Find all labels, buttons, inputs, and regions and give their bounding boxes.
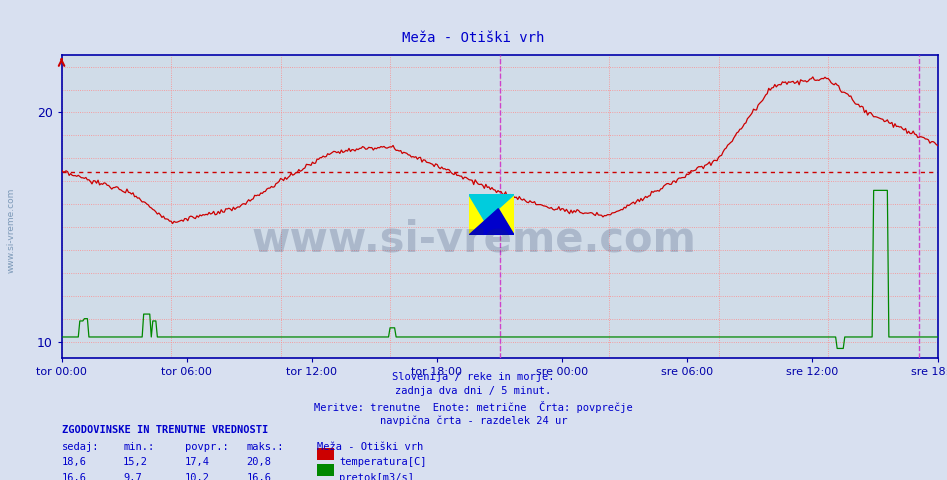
Text: 9,7: 9,7	[123, 473, 142, 480]
Text: www.si-vreme.com: www.si-vreme.com	[7, 188, 16, 273]
Text: 17,4: 17,4	[185, 457, 209, 468]
Text: ZGODOVINSKE IN TRENUTNE VREDNOSTI: ZGODOVINSKE IN TRENUTNE VREDNOSTI	[62, 425, 268, 435]
Text: pretok[m3/s]: pretok[m3/s]	[339, 473, 414, 480]
Text: maks.:: maks.:	[246, 442, 284, 452]
Text: 18,6: 18,6	[62, 457, 86, 468]
Text: temperatura[C]: temperatura[C]	[339, 457, 426, 468]
Text: 10,2: 10,2	[185, 473, 209, 480]
Text: www.si-vreme.com: www.si-vreme.com	[251, 219, 696, 261]
Text: zadnja dva dni / 5 minut.: zadnja dva dni / 5 minut.	[396, 386, 551, 396]
Polygon shape	[469, 194, 514, 221]
Text: navpična črta - razdelek 24 ur: navpična črta - razdelek 24 ur	[380, 415, 567, 426]
Text: sedaj:: sedaj:	[62, 442, 99, 452]
Text: Meža - Otiški vrh: Meža - Otiški vrh	[402, 31, 545, 45]
Text: Slovenija / reke in morje.: Slovenija / reke in morje.	[392, 372, 555, 382]
Text: Meritve: trenutne  Enote: metrične  Črta: povprečje: Meritve: trenutne Enote: metrične Črta: …	[314, 401, 633, 413]
Text: 16,6: 16,6	[246, 473, 271, 480]
Text: 16,6: 16,6	[62, 473, 86, 480]
Polygon shape	[469, 209, 514, 235]
Text: 15,2: 15,2	[123, 457, 148, 468]
Text: 20,8: 20,8	[246, 457, 271, 468]
Text: Meža - Otiški vrh: Meža - Otiški vrh	[317, 442, 423, 452]
Text: min.:: min.:	[123, 442, 154, 452]
Text: povpr.:: povpr.:	[185, 442, 228, 452]
